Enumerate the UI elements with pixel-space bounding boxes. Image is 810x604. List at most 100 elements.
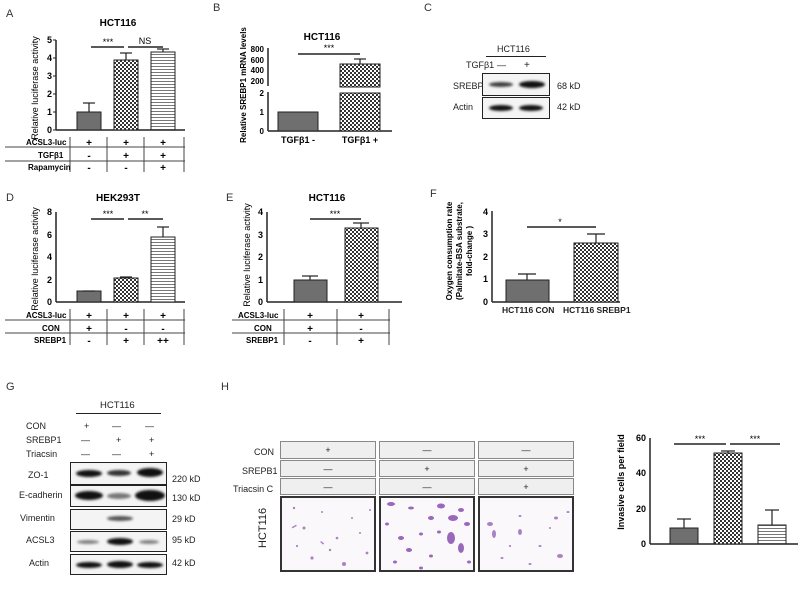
blot-row-label: SREBP1 xyxy=(453,81,489,91)
cell: + xyxy=(358,311,364,322)
blot-row-label: Vimentin xyxy=(20,513,55,523)
y-tick: 1 xyxy=(260,108,265,117)
cell: + xyxy=(160,311,166,322)
molecular-weight: 42 kD xyxy=(172,558,196,568)
y-axis-label: Relative luciferase activity xyxy=(30,207,40,311)
y-tick: 0 xyxy=(483,297,488,307)
row-label: TGFβ1 xyxy=(38,151,64,160)
bar xyxy=(339,92,381,132)
y-axis-label: Invasive cells per field xyxy=(616,434,626,530)
cell: + xyxy=(123,311,129,322)
cell: + xyxy=(123,138,129,149)
cell: — xyxy=(145,421,154,431)
chart-panel-e: HCT116 Relative luciferase activity 0 1 … xyxy=(232,193,402,347)
chart-panel-a: HCT116 Relative luciferase activity 0 1 … xyxy=(5,18,185,174)
significance-marker: *** xyxy=(103,209,114,219)
y-tick: 0 xyxy=(258,297,263,307)
western-blot-e-cadherin xyxy=(70,485,167,507)
bar xyxy=(573,242,619,303)
panel-label-h: H xyxy=(221,381,229,393)
panel-label-b: B xyxy=(213,2,221,14)
significance-marker: *** xyxy=(695,434,706,444)
cell: + xyxy=(160,151,166,162)
treatment-value: + xyxy=(524,60,530,71)
chart-title: HEK293T xyxy=(96,193,140,204)
divider xyxy=(76,413,161,414)
treatment-cell: — xyxy=(280,460,376,477)
molecular-weight: 68 kD xyxy=(557,81,581,91)
chart-title: HCT116 xyxy=(304,32,341,43)
micrograph-srebp1 xyxy=(379,496,475,572)
cell: ++ xyxy=(157,336,169,347)
treatment-label: CON xyxy=(26,421,46,431)
significance-marker: ** xyxy=(141,209,149,219)
cell: + xyxy=(86,138,92,149)
cell: + xyxy=(116,435,122,445)
y-axis-label: Relative SREBP1 mRNA levels xyxy=(239,27,248,143)
western-blot-zo1 xyxy=(70,462,167,485)
cell: - xyxy=(87,151,90,162)
bar xyxy=(113,277,139,303)
divider xyxy=(486,56,546,57)
x-label: TGFβ1 + xyxy=(342,135,378,145)
molecular-weight: 42 kD xyxy=(557,102,581,112)
y-tick: 200 xyxy=(251,77,265,86)
y-axis-label: Oxygen consumption rate xyxy=(445,201,454,300)
row-label: ACSL3-luc xyxy=(26,138,67,147)
molecular-weight: 95 kD xyxy=(172,535,196,545)
panel-label-c: C xyxy=(424,2,432,14)
cell: — xyxy=(112,421,121,431)
significance-marker: *** xyxy=(103,37,114,47)
y-tick: 2 xyxy=(260,89,265,98)
treatment-label: SREPB1 xyxy=(242,466,278,476)
y-tick: 400 xyxy=(251,66,265,75)
panel-label-d: D xyxy=(6,192,14,204)
y-tick: 800 xyxy=(251,45,265,54)
chart-panel-f: Oxygen consumption rate (Palmitate-BSA s… xyxy=(445,201,620,307)
treatment-cell: — xyxy=(379,478,475,495)
y-tick: 0 xyxy=(641,539,646,549)
bar xyxy=(113,59,139,131)
y-tick: 0 xyxy=(47,297,52,307)
cell: + xyxy=(123,151,129,162)
row-label: SREBP1 xyxy=(246,336,279,345)
y-tick: 0 xyxy=(260,127,265,136)
blot-row-label: ZO-1 xyxy=(28,470,49,480)
cell: — xyxy=(81,435,90,445)
x-label: TGFβ1 - xyxy=(281,135,315,145)
x-label: HCT116 SREBP1 xyxy=(563,305,631,315)
y-axis-label: Relative luciferase activity xyxy=(242,203,252,307)
blot-row-label: E-cadherin xyxy=(19,490,63,500)
chart-panel-h: Invasive cells per field 0 20 40 60 *** … xyxy=(616,433,798,549)
cell: + xyxy=(149,435,155,445)
bar xyxy=(344,227,379,303)
y-tick: 2 xyxy=(47,275,52,285)
treatment-cell: — xyxy=(478,441,574,459)
treatment-cell: — xyxy=(280,478,376,495)
blot-title: HCT116 xyxy=(497,44,530,54)
row-label: ACSL3-luc xyxy=(238,311,279,320)
cell: - xyxy=(359,324,362,335)
row-label: CON xyxy=(254,324,272,333)
y-tick: 600 xyxy=(251,56,265,65)
bar xyxy=(713,452,743,545)
treatment-value: — xyxy=(497,60,506,70)
treatment-cell: + xyxy=(478,460,574,477)
y-tick: 3 xyxy=(483,229,488,239)
y-tick: 20 xyxy=(636,504,646,514)
y-tick: 40 xyxy=(636,468,646,478)
blot-row-label: Actin xyxy=(29,558,50,568)
cell: - xyxy=(161,324,164,335)
panel-label-a: A xyxy=(6,8,14,20)
y-axis-label: fold-change ) xyxy=(465,226,474,277)
treatment-label: Triacsin C xyxy=(233,484,274,494)
y-tick: 1 xyxy=(258,275,263,285)
blot-row-label: ACSL3 xyxy=(26,535,55,545)
cell: + xyxy=(86,311,92,322)
row-label: CON xyxy=(42,324,60,333)
cell: + xyxy=(123,336,129,347)
cell: - xyxy=(87,336,90,347)
y-tick: 2 xyxy=(47,89,52,99)
y-tick: 5 xyxy=(47,35,52,45)
cell: - xyxy=(124,163,127,174)
